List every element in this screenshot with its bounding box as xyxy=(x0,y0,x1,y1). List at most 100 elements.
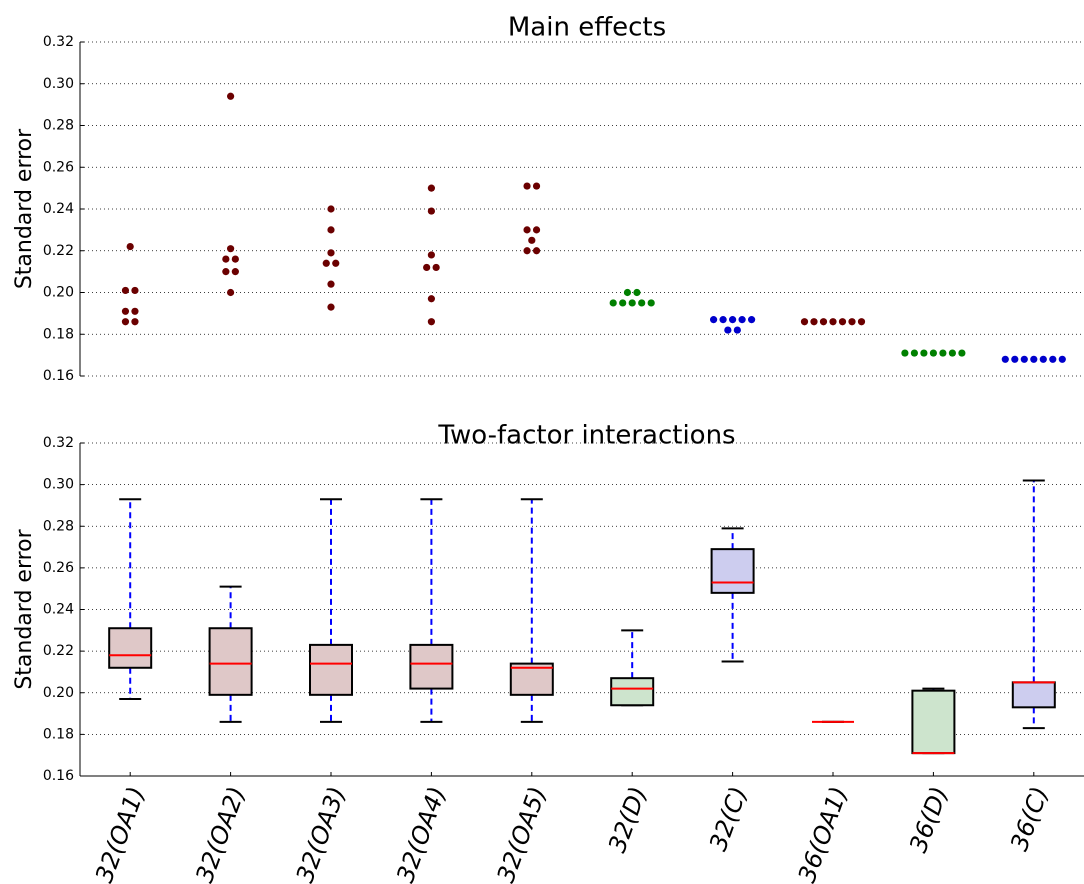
dot xyxy=(327,226,335,234)
y-tick-label: 0.32 xyxy=(43,34,74,50)
y-tick-label: 0.24 xyxy=(43,201,74,217)
dot xyxy=(1049,355,1057,363)
y-tick-label: 0.16 xyxy=(43,768,74,784)
chart-title: Main effects xyxy=(508,13,666,43)
dot xyxy=(958,349,966,357)
dot xyxy=(628,299,636,307)
y-tick-label: 0.26 xyxy=(43,560,74,576)
dot xyxy=(1001,355,1009,363)
dot xyxy=(929,349,938,357)
dot xyxy=(427,184,435,192)
dot xyxy=(427,207,435,215)
y-tick-label: 0.22 xyxy=(43,643,74,659)
dot xyxy=(619,299,627,307)
dot xyxy=(222,268,230,276)
dot xyxy=(920,349,928,357)
dot xyxy=(121,318,130,326)
dot xyxy=(724,326,732,334)
dot xyxy=(327,280,335,288)
box xyxy=(309,643,353,696)
dot xyxy=(227,245,235,253)
y-tick-label: 0.28 xyxy=(43,518,74,534)
dot xyxy=(532,226,541,234)
y-tick-label: 0.16 xyxy=(43,368,74,384)
dot xyxy=(647,299,655,307)
y-tick-label: 0.28 xyxy=(43,118,74,134)
dot xyxy=(710,316,718,324)
dot xyxy=(227,288,235,297)
y-axis-label: Standard error xyxy=(12,128,37,289)
dot xyxy=(126,242,134,251)
dot xyxy=(131,286,139,295)
dot xyxy=(838,318,847,326)
dot xyxy=(1058,355,1066,363)
dot xyxy=(819,318,828,326)
dot xyxy=(322,259,330,267)
dot xyxy=(729,316,737,324)
dot xyxy=(327,249,335,257)
dot xyxy=(327,303,335,311)
dot xyxy=(1039,355,1047,363)
box xyxy=(208,627,253,696)
box xyxy=(409,643,454,690)
dot xyxy=(222,255,230,263)
dot xyxy=(719,316,727,324)
dot xyxy=(910,349,919,357)
dot xyxy=(532,247,541,255)
dot xyxy=(948,349,957,357)
box xyxy=(1011,681,1056,709)
y-tick-label: 0.26 xyxy=(43,159,74,175)
y-tick-label: 0.30 xyxy=(43,477,74,493)
y-tick-label: 0.24 xyxy=(43,602,74,618)
dot xyxy=(857,318,866,326)
dot xyxy=(227,92,235,100)
dot xyxy=(231,255,239,263)
dot xyxy=(332,259,340,267)
y-tick-label: 0.20 xyxy=(43,285,74,301)
dot xyxy=(1030,355,1038,363)
y-axis-label: Standard error xyxy=(12,528,37,689)
dot xyxy=(423,263,431,272)
chart-title: Two-factor interactions xyxy=(437,421,735,451)
dot xyxy=(829,318,837,326)
dot xyxy=(848,318,856,326)
dot xyxy=(939,349,947,357)
dot xyxy=(523,247,531,255)
dot xyxy=(432,263,440,272)
y-tick-label: 0.32 xyxy=(43,435,74,451)
dot xyxy=(427,295,435,303)
y-tick-label: 0.30 xyxy=(43,76,74,92)
dot xyxy=(800,318,809,326)
box xyxy=(509,662,554,696)
dot xyxy=(131,307,139,315)
y-tick-label: 0.18 xyxy=(43,726,74,742)
box xyxy=(911,689,956,755)
dot xyxy=(532,182,541,190)
dot xyxy=(131,318,139,326)
dot xyxy=(528,236,536,244)
dot xyxy=(623,288,632,297)
dot xyxy=(327,205,335,213)
dot xyxy=(733,326,741,334)
dot xyxy=(1020,355,1028,363)
dot xyxy=(738,316,746,324)
dot xyxy=(1011,355,1019,363)
dot xyxy=(901,349,909,357)
dot xyxy=(523,226,531,234)
y-tick-label: 0.20 xyxy=(43,685,74,701)
dot xyxy=(121,307,130,315)
dot xyxy=(748,316,756,324)
dot xyxy=(427,251,435,259)
y-tick-label: 0.18 xyxy=(43,326,74,342)
dot xyxy=(427,318,435,326)
dot xyxy=(638,299,646,307)
dot xyxy=(231,268,239,276)
dot xyxy=(609,299,617,307)
box xyxy=(610,677,655,707)
dot xyxy=(523,182,531,190)
dot xyxy=(633,288,641,297)
box xyxy=(108,627,153,669)
dot xyxy=(810,318,818,326)
